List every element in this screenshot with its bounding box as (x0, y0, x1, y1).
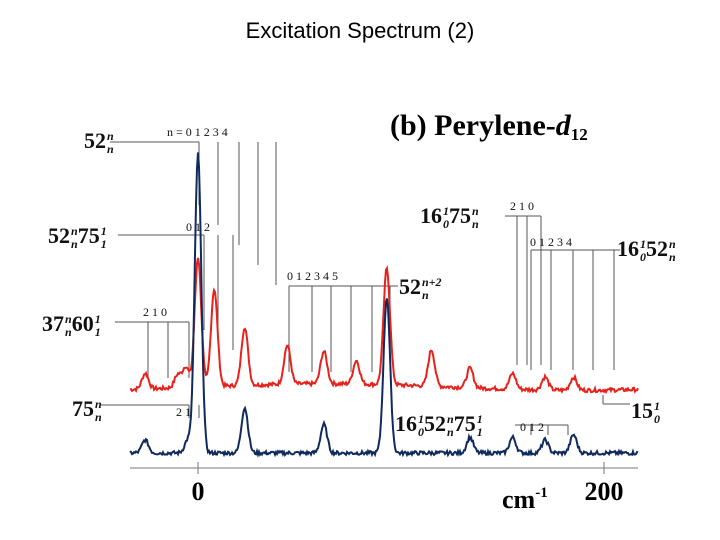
seq-16-52n: 0 1 2 3 4 (530, 235, 572, 249)
spectrum-traces (129, 152, 639, 458)
x-tick-label-0: 0 (192, 477, 205, 506)
series-line-0 (129, 257, 639, 395)
label-15: 15 1 0 (631, 398, 660, 427)
label-52n: 52 n n (84, 128, 114, 157)
seq-16-52n-75: 0 1 2 (520, 420, 544, 434)
seq-75n: 2 1 (176, 405, 191, 419)
seq-52n: n = 0 1 2 3 4 (167, 125, 228, 139)
series-line-1 (129, 152, 639, 458)
slide-title: Excitation Spectrum (2) (245, 18, 475, 43)
seq-52n-75: 0 1 2 (186, 220, 210, 234)
label-37n-60: 37 n n 60 1 1 (42, 311, 101, 340)
label-16-75n: 16 1 0 75 n n (420, 203, 479, 232)
label-16-52n-75: 16 1 0 52 n n 75 1 1 (395, 411, 483, 440)
x-axis-label: cm-1 (502, 485, 548, 514)
label-75n: 75 n n (72, 396, 102, 425)
assignment-leader-lines (100, 141, 630, 435)
label-16-52n: 16 1 0 52 n n (617, 236, 676, 265)
x-axis: 0200400 (130, 462, 638, 506)
x-tick-label-1: 200 (585, 477, 624, 506)
seq-37n-60: 2 1 0 (143, 305, 167, 319)
chart-title: (b) Perylene-d12 (390, 109, 588, 144)
label-52n-n2: 52 n+2 n (399, 274, 442, 303)
seq-16-75n: 2 1 0 (510, 199, 534, 213)
seq-52n-n2: 0 1 2 3 4 5 (287, 269, 338, 283)
label-52n-75: 52 n n 75 1 1 (48, 223, 107, 252)
